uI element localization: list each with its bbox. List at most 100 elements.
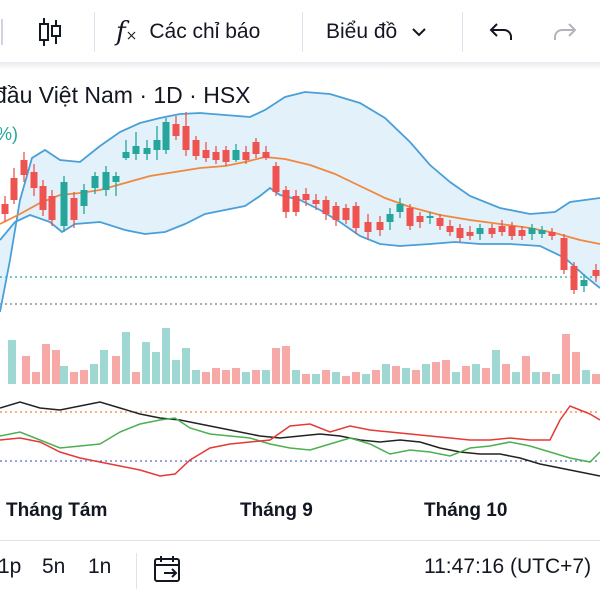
candle-up (132, 132, 140, 160)
volume-bar (152, 352, 160, 384)
undo-icon (489, 23, 512, 40)
candle-down (592, 264, 600, 282)
volume-bar (262, 370, 270, 384)
candle-down (20, 152, 28, 182)
volume-bar (412, 370, 420, 384)
redo-button[interactable] (552, 0, 578, 64)
candle-body (352, 206, 360, 228)
redo-icon (554, 23, 577, 40)
candle-body (376, 222, 384, 230)
volume-bar (332, 372, 340, 384)
candle-down (202, 142, 210, 162)
volume-bar (132, 372, 140, 384)
candle-body (508, 226, 516, 236)
candle-body (406, 208, 414, 226)
volume-bar (162, 328, 170, 384)
candle-down (332, 202, 340, 226)
x-axis-label: Tháng 10 (424, 500, 508, 521)
volume-bar (432, 362, 440, 384)
volume-bar (462, 366, 470, 384)
volume-bar (242, 372, 250, 384)
candle-up (122, 140, 130, 160)
volume-bar (232, 368, 240, 384)
bottom-toolbar: 1p 5n 1n 11:47:16 (UTC+7) (0, 540, 600, 601)
timezone-clock[interactable]: 11:47:16 (UTC+7) (424, 555, 592, 578)
candle-down (498, 220, 506, 236)
date-range-icon[interactable] (152, 553, 184, 591)
candle-body (252, 142, 260, 154)
candle-body (80, 190, 88, 206)
volume-bar (572, 352, 580, 384)
candle-body (30, 172, 38, 188)
candle-body (580, 280, 588, 286)
volume-bar (202, 372, 210, 384)
candle-body (112, 176, 120, 182)
volume-bar (442, 360, 450, 384)
candle-body (436, 218, 444, 226)
volume-bar (392, 366, 400, 384)
oscillator-k-line (0, 417, 600, 463)
interval-1m-button[interactable]: 1p (0, 555, 22, 578)
candle-body (528, 228, 536, 234)
undo-button[interactable] (488, 0, 514, 64)
candle-body (570, 266, 578, 290)
volume-bar (182, 348, 190, 384)
candle-down (70, 192, 78, 228)
candle-body (162, 122, 170, 150)
volume-bars (8, 328, 600, 384)
x-axis-label: Tháng 9 (240, 500, 313, 521)
volume-bar (522, 356, 530, 384)
candle-body (272, 166, 280, 192)
bottom-divider (136, 553, 137, 589)
candle-body (416, 216, 424, 222)
volume-bar (362, 374, 370, 384)
candle-body (212, 152, 220, 160)
indicators-button[interactable]: f× Các chỉ báo (116, 0, 260, 64)
candle-down (376, 216, 384, 236)
candle-down (570, 262, 578, 294)
volume-bar (322, 370, 330, 384)
candle-down (416, 212, 424, 228)
chart-type-button[interactable]: Biểu đồ (326, 0, 429, 64)
volume-bar (122, 332, 130, 384)
volume-bar (282, 346, 290, 384)
volume-bar (80, 370, 88, 384)
volume-bar (90, 364, 98, 384)
toolbar-overflow[interactable] (0, 0, 14, 64)
candle-body (282, 190, 290, 212)
bollinger-upper-line (0, 91, 600, 313)
candle-body (20, 160, 28, 175)
candle-down (518, 226, 526, 240)
candle-down (364, 214, 372, 240)
bollinger-lower-line (0, 186, 600, 289)
volume-bar (402, 368, 410, 384)
candle-up (91, 172, 99, 194)
volume-bar (8, 340, 16, 384)
candle-body (222, 150, 230, 162)
candle-down (548, 228, 556, 240)
volume-bar (542, 372, 550, 384)
candle-body (548, 232, 556, 236)
candle-down (172, 116, 180, 140)
candle-down (272, 162, 280, 196)
oscillator-pane (0, 401, 600, 477)
candle-body (386, 214, 394, 222)
candle-body (192, 140, 200, 156)
volume-bar (252, 370, 260, 384)
candle-down (242, 146, 250, 164)
function-fx-icon: f× (116, 17, 138, 47)
chart-canvas[interactable] (0, 0, 600, 540)
volume-bar (42, 344, 50, 384)
candle-down (30, 164, 38, 196)
candle-up (112, 172, 120, 196)
volume-bar (142, 342, 150, 384)
interval-5d-button[interactable]: 5n (42, 555, 66, 578)
candle-down (212, 146, 220, 164)
interval-1d-button[interactable]: 1n (88, 555, 112, 578)
volume-bar (222, 370, 230, 384)
candles-icon[interactable] (36, 0, 64, 64)
toolbar-divider (302, 12, 303, 52)
candle-body (322, 200, 330, 214)
candle-body (560, 238, 568, 270)
reference-lines (0, 276, 600, 305)
